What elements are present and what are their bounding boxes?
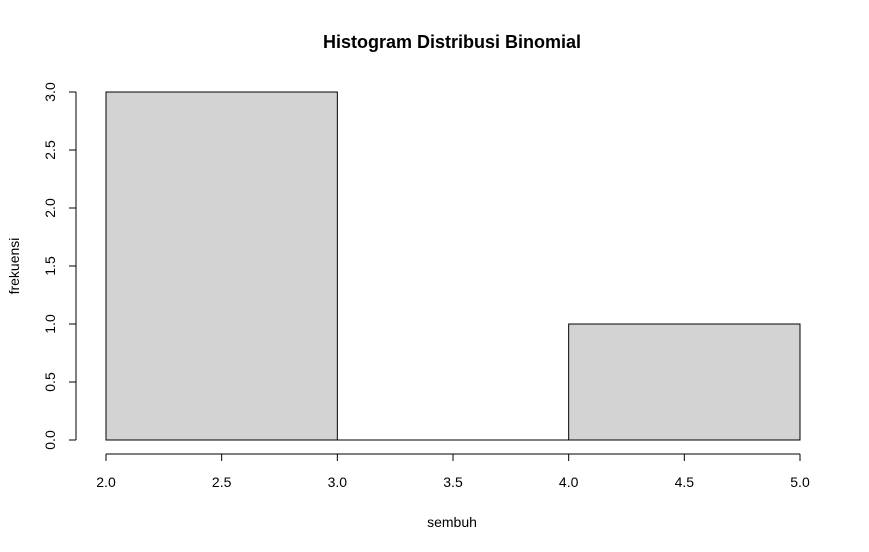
x-tick-label: 4.0 [559,474,579,490]
y-tick-label: 0.0 [42,430,58,450]
x-tick-label: 2.0 [96,474,116,490]
y-axis: 0.0 0.5 1.0 1.5 2.0 2.5 3.0 [42,82,77,450]
y-tick-label: 2.0 [42,198,58,218]
y-tick-label: 1.5 [42,256,58,276]
chart-title: Histogram Distribusi Binomial [323,32,581,52]
bars-layer [105,91,801,441]
y-tick-label: 3.0 [42,82,58,102]
histogram-bar-0 [105,91,338,441]
x-tick-label: 2.5 [212,474,232,490]
y-tick-label: 0.5 [42,372,58,392]
x-tick-label: 5.0 [790,474,810,490]
histogram-bar-2 [568,323,801,441]
y-tick-label: 2.5 [42,140,58,160]
y-tick-label: 1.0 [42,314,58,334]
x-axis: 2.0 2.5 3.0 3.5 4.0 4.5 5.0 [96,453,810,490]
x-tick-label: 4.5 [675,474,695,490]
y-axis-label: frekuensi [6,238,22,295]
x-tick-label: 3.5 [443,474,463,490]
x-axis-label: sembuh [427,514,477,530]
x-tick-label: 3.0 [328,474,348,490]
